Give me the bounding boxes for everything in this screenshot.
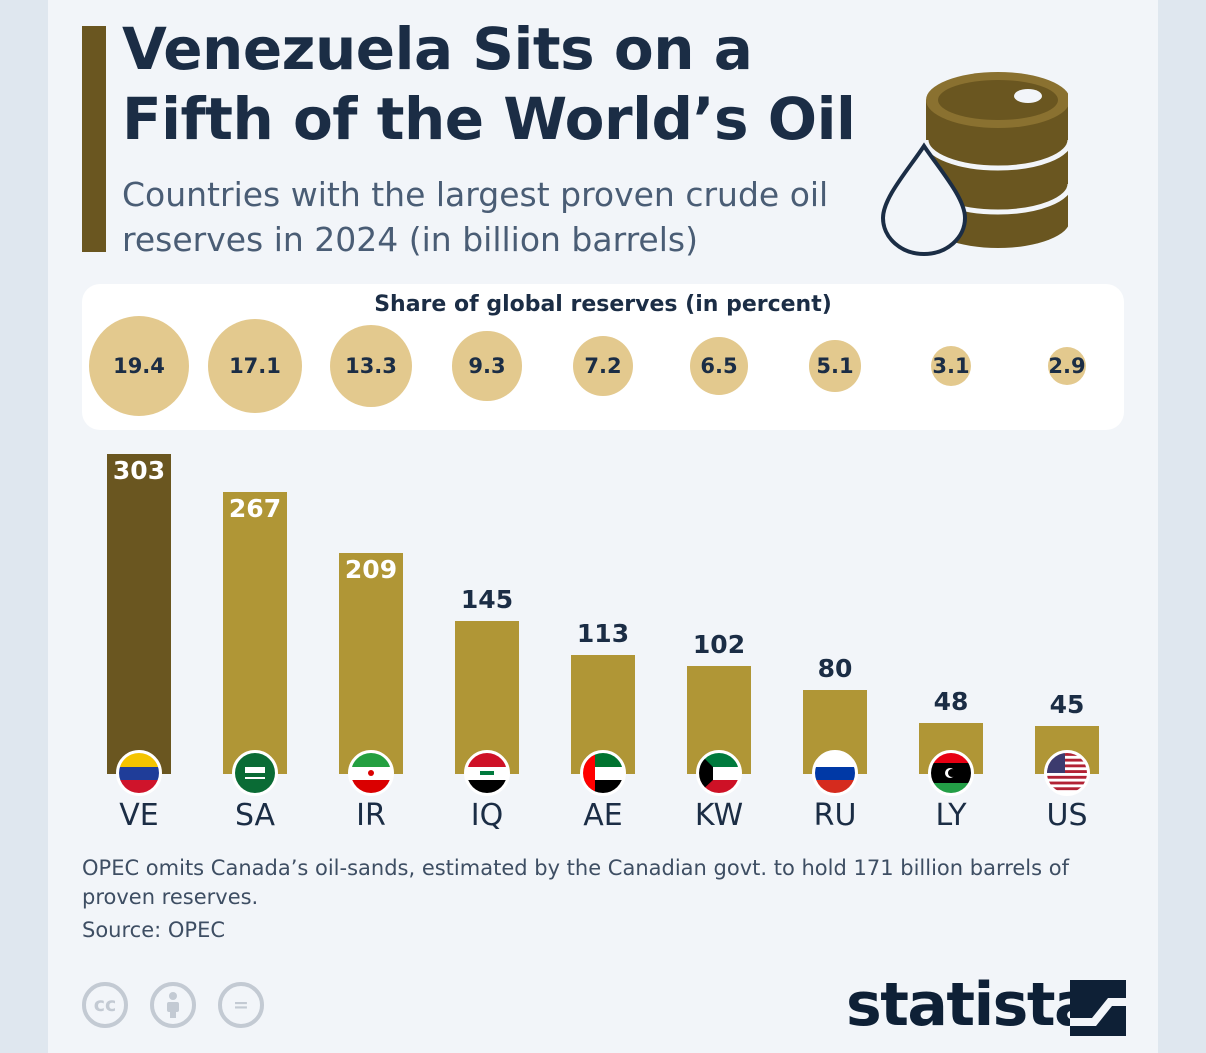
no-derivatives-icon[interactable]: = bbox=[218, 982, 264, 1028]
share-heading: Share of global reserves (in percent) bbox=[374, 292, 832, 317]
source-text: Source: OPEC bbox=[82, 918, 226, 942]
share-bubble-us: 2.9 bbox=[1047, 346, 1087, 386]
country-code-ir: IR bbox=[356, 798, 386, 833]
statista-logo-text[interactable]: statista bbox=[846, 970, 1095, 1040]
share-bubble-kw: 6.5 bbox=[690, 337, 748, 395]
country-code-us: US bbox=[1046, 798, 1088, 833]
attribution-icon[interactable] bbox=[150, 982, 196, 1028]
bar-value-us: 45 bbox=[1049, 690, 1085, 720]
share-bubble-ve: 19.4 bbox=[89, 316, 189, 416]
oil-barrel-icon bbox=[880, 72, 1068, 256]
country-code-kw: KW bbox=[694, 798, 744, 833]
bar-value-ru: 80 bbox=[817, 653, 853, 683]
flag-kw-icon bbox=[696, 750, 742, 796]
country-code-ae: AE bbox=[583, 798, 623, 833]
title-accent-bar bbox=[82, 26, 106, 252]
share-bubble-ly: 3.1 bbox=[931, 346, 971, 386]
bar-chart: 303 VE 267 SA 209 IR 145 IQ 113 AE 102 KW 80 RU 48 LY 45… bbox=[48, 440, 1158, 840]
chart-subtitle: Countries with the largest proven crude … bbox=[122, 175, 829, 259]
flag-ae-icon bbox=[580, 750, 626, 796]
bar-ve bbox=[107, 454, 171, 774]
bar-value-sa: 267 bbox=[228, 494, 282, 524]
bar-iq bbox=[455, 620, 519, 774]
flag-us-icon bbox=[1044, 750, 1090, 796]
flag-iq-icon bbox=[464, 750, 510, 796]
bar-value-kw: 102 bbox=[692, 630, 746, 660]
flag-ir-icon bbox=[348, 750, 394, 796]
bar-value-ly: 48 bbox=[933, 687, 969, 717]
flag-ly-icon bbox=[928, 750, 974, 796]
flag-ru-icon bbox=[812, 750, 858, 796]
footnote: OPEC omits Canada’s oil-sands, estimated… bbox=[82, 856, 1069, 909]
bar-value-ir: 209 bbox=[344, 555, 398, 585]
flag-ve-icon bbox=[116, 750, 162, 796]
bar-value-ae: 113 bbox=[576, 618, 630, 648]
country-code-ru: RU bbox=[813, 798, 857, 833]
share-bubble-ru: 5.1 bbox=[809, 340, 861, 392]
bar-sa bbox=[223, 492, 287, 774]
country-code-iq: IQ bbox=[470, 798, 504, 833]
country-code-ly: LY bbox=[935, 798, 967, 833]
chart-title: Venezuela Sits on a Fifth of the World’s… bbox=[122, 15, 856, 153]
share-bubble-ae: 7.2 bbox=[572, 335, 634, 397]
share-bubble-iq: 9.3 bbox=[452, 331, 522, 401]
cc-icon[interactable]: cc bbox=[82, 982, 128, 1028]
share-panel: Share of global reserves (in percent) 19… bbox=[82, 284, 1124, 430]
share-bubble-sa: 17.1 bbox=[208, 319, 302, 413]
country-code-ve: VE bbox=[119, 798, 159, 833]
share-bubble-ir: 13.3 bbox=[329, 324, 413, 408]
bar-value-iq: 145 bbox=[460, 584, 514, 614]
flag-sa-icon bbox=[232, 750, 278, 796]
statista-logo-icon[interactable] bbox=[1070, 980, 1126, 1036]
bar-value-ve: 303 bbox=[112, 456, 166, 485]
bar-ir bbox=[339, 553, 403, 774]
country-code-sa: SA bbox=[234, 798, 276, 833]
infographic-card: Venezuela Sits on a Fifth of the World’s… bbox=[48, 0, 1158, 1053]
